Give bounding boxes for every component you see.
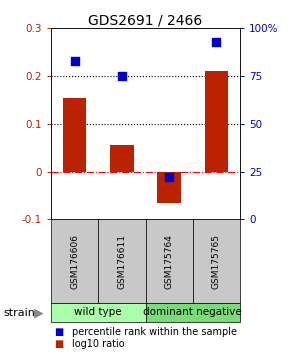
Text: percentile rank within the sample: percentile rank within the sample: [72, 327, 237, 337]
Bar: [63, 98, 86, 172]
Bar: [205, 72, 228, 172]
Bar: [157, 172, 181, 203]
Text: GSM175765: GSM175765: [212, 234, 221, 289]
Bar: [51, 219, 98, 303]
Text: strain: strain: [3, 308, 35, 318]
Text: log10 ratio: log10 ratio: [72, 339, 124, 349]
Text: GSM175764: GSM175764: [165, 234, 174, 289]
Bar: [193, 219, 240, 303]
Bar: [146, 219, 193, 303]
Point: [167, 175, 172, 180]
Bar: [110, 145, 134, 172]
Point: [72, 58, 77, 64]
Bar: [98, 219, 146, 303]
Text: GSM176606: GSM176606: [70, 234, 79, 289]
Title: GDS2691 / 2466: GDS2691 / 2466: [88, 13, 202, 27]
Text: wild type: wild type: [74, 307, 122, 318]
Text: ▶: ▶: [34, 306, 44, 319]
Bar: [51, 303, 146, 322]
Text: ■: ■: [54, 339, 63, 349]
Bar: [146, 303, 240, 322]
Point: [119, 73, 124, 79]
Text: ■: ■: [54, 327, 63, 337]
Text: GSM176611: GSM176611: [117, 234, 126, 289]
Text: dominant negative: dominant negative: [143, 307, 242, 318]
Point: [214, 39, 219, 45]
